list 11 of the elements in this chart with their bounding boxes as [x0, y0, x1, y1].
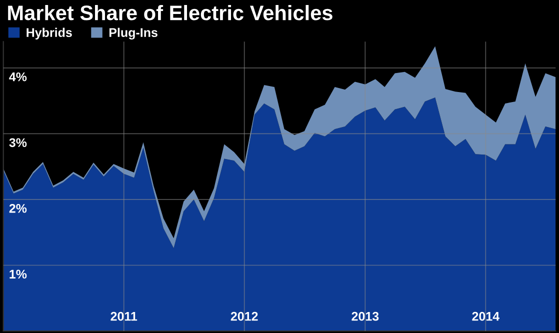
y-tick-label: 3%	[9, 138, 27, 148]
y-tick-label: 2%	[9, 204, 27, 213]
legend-label: Hybrids	[26, 28, 72, 40]
x-tick-label: 2014	[472, 312, 500, 321]
y-tick-label: 1%	[10, 270, 27, 279]
y-tick-label: 4%	[9, 72, 27, 82]
chart-title: Market Share of Electric Vehicles	[8, 4, 332, 20]
legend-label: Plug-Ins	[109, 28, 158, 40]
x-tick-label: 2011	[110, 312, 138, 321]
x-tick-label: 2013	[352, 312, 379, 321]
x-tick-label: 2012	[230, 312, 258, 321]
